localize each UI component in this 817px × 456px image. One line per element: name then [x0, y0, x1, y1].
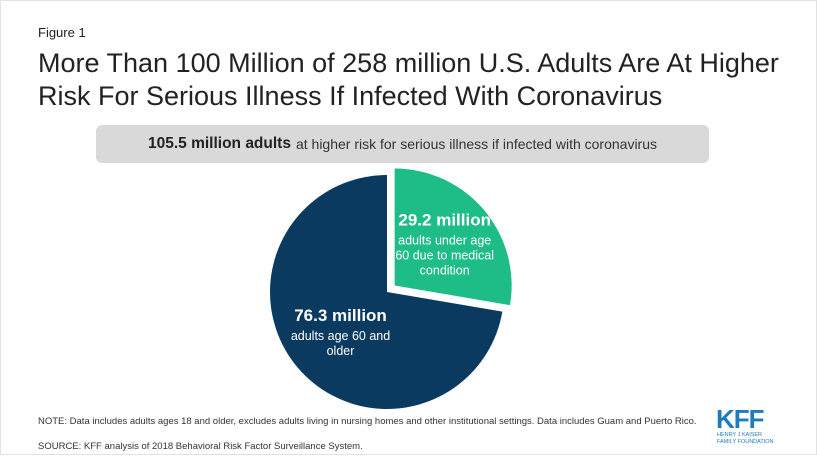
- logo-line-1: HENRY J KAISER: [717, 432, 762, 438]
- pie-slice-0: [394, 168, 512, 306]
- figure-label: Figure 1: [38, 25, 86, 40]
- slice-desc-label-0-0: adults under age: [398, 233, 491, 247]
- logo-mark: KFF: [716, 404, 764, 434]
- slice-desc-label-1-0: adults age 60 and: [291, 329, 390, 343]
- slice-value-label-0: 29.2 million: [398, 210, 491, 229]
- banner-bold-text: 105.5 million adults: [147, 135, 291, 152]
- slice-value-label-1: 76.3 million: [294, 306, 387, 325]
- pie-slice-1: [270, 175, 503, 410]
- slice-desc-label-0-1: 60 due to medical: [395, 248, 494, 262]
- chart-note: NOTE: Data includes adults ages 18 and o…: [38, 416, 697, 427]
- summary-banner: 105.5 million adults at higher risk for …: [96, 125, 709, 163]
- chart-source: SOURCE: KFF analysis of 2018 Behavioral …: [38, 441, 363, 452]
- chart-title: More Than 100 Million of 258 million U.S…: [38, 48, 779, 111]
- logo-line-2: FAMILY FOUNDATION: [717, 439, 774, 445]
- kff-logo: KFF HENRY J KAISER FAMILY FOUNDATION: [716, 404, 774, 445]
- banner-text: at higher risk for serious illness if in…: [295, 136, 658, 152]
- slice-desc-label-0-2: condition: [420, 263, 470, 277]
- slice-desc-label-1-1: older: [327, 344, 355, 358]
